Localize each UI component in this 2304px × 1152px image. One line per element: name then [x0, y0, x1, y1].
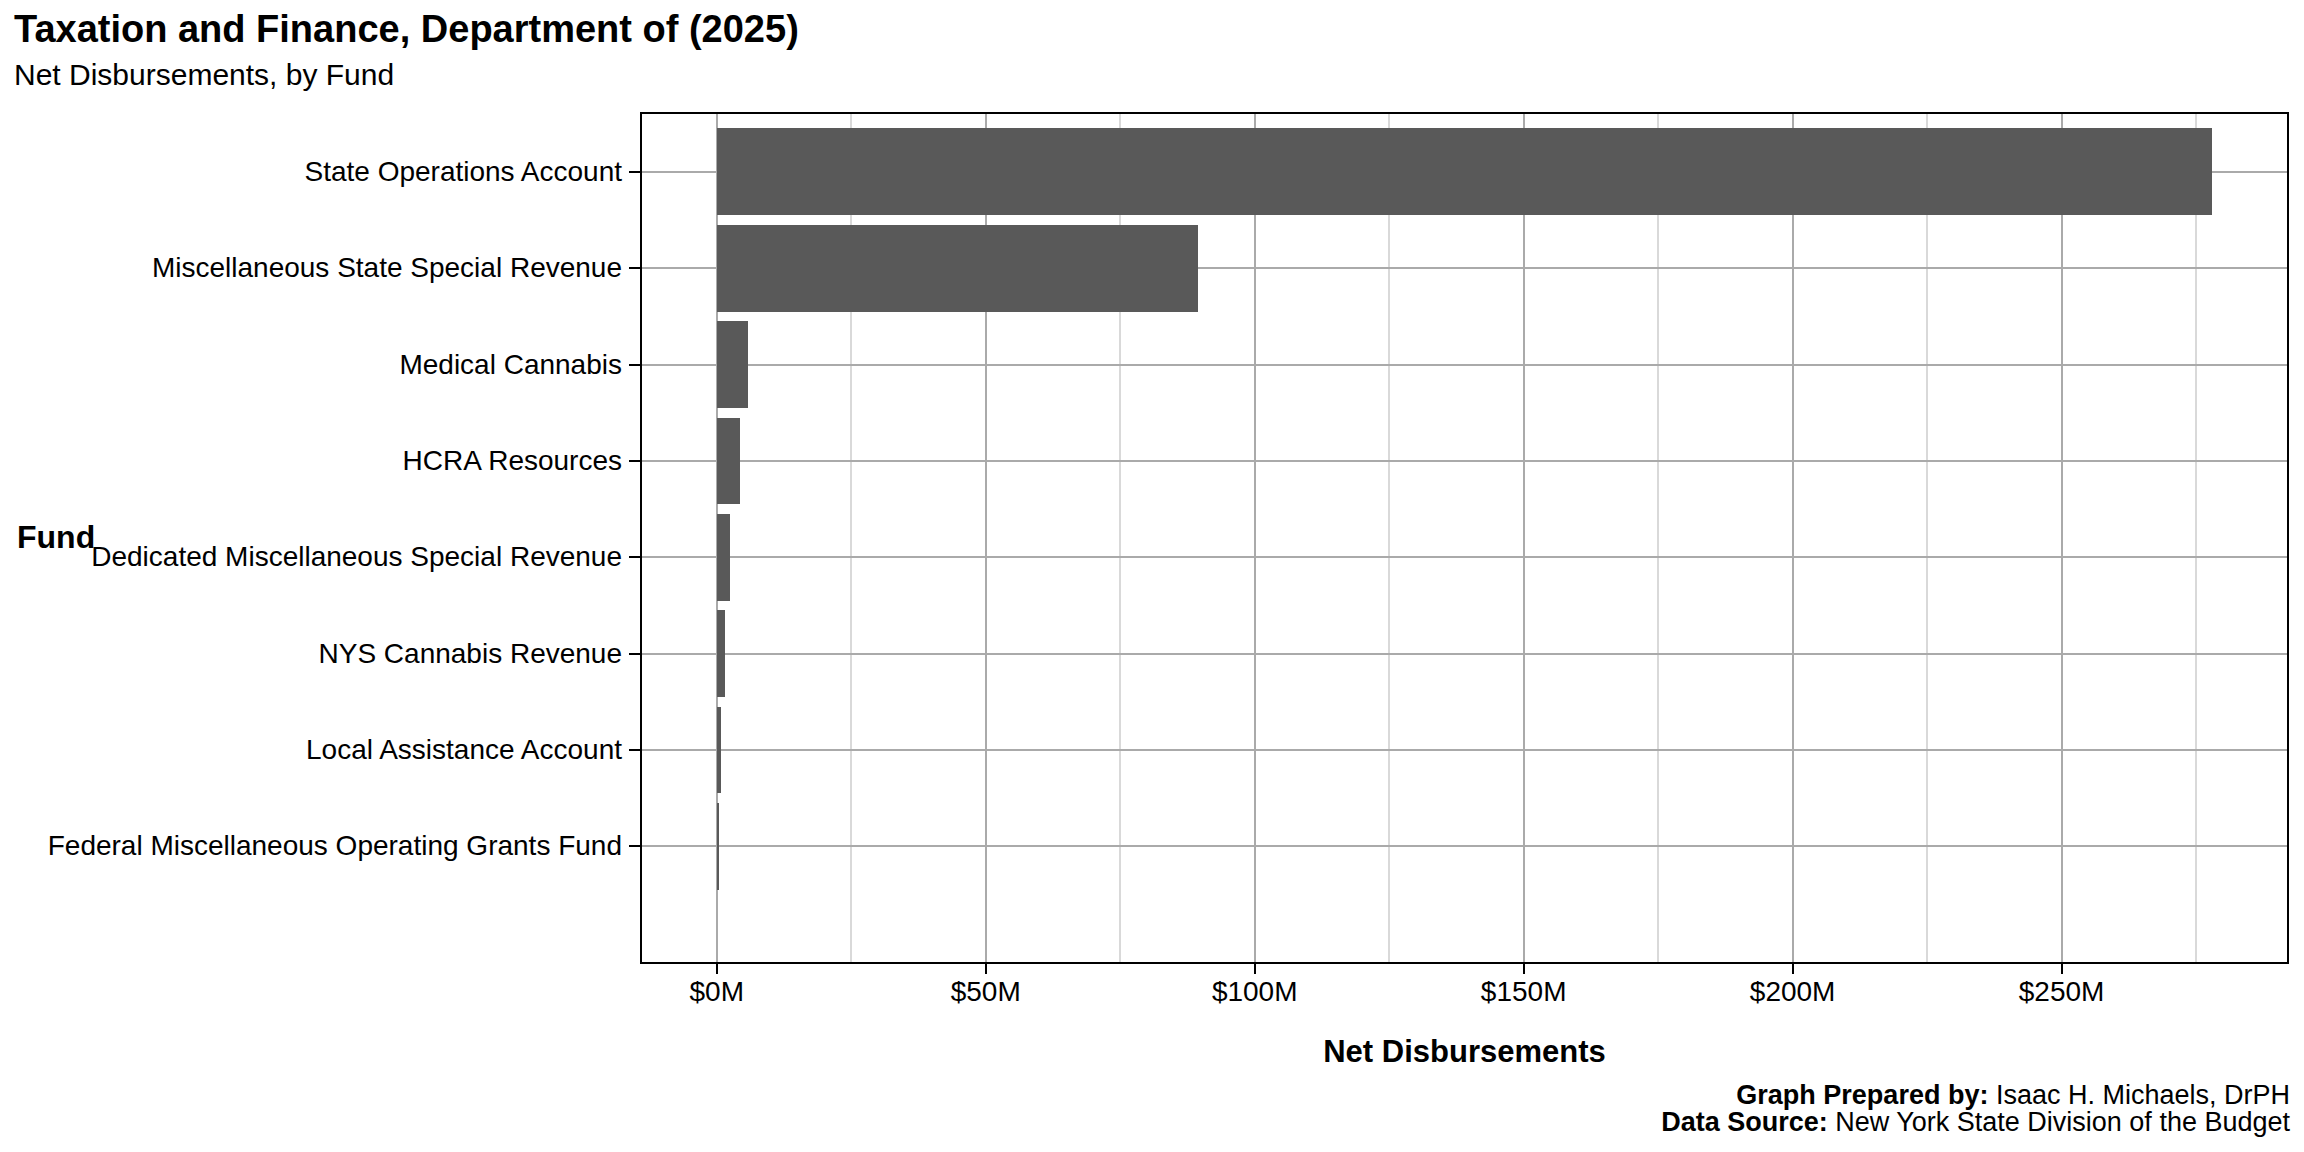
bar [717, 514, 730, 601]
x-axis-tick-label: $0M [637, 976, 797, 1008]
y-axis-label: Federal Miscellaneous Operating Grants F… [48, 829, 622, 863]
y-axis-label: Miscellaneous State Special Revenue [152, 251, 622, 285]
y-axis-tick [629, 845, 642, 847]
gridline-horizontal-major [642, 556, 2287, 558]
footer-data-source: Data Source: New York State Division of … [1661, 1109, 2290, 1136]
x-axis-tick-label: $100M [1175, 976, 1335, 1008]
bar [717, 225, 1198, 312]
bar [717, 707, 721, 794]
gridline-vertical-minor [1926, 114, 1928, 962]
gridline-horizontal-major [642, 845, 2287, 847]
bar [717, 803, 719, 890]
footer-data-source-value: New York State Division of the Budget [1835, 1107, 2290, 1137]
y-axis-tick [629, 556, 642, 558]
chart-title: Taxation and Finance, Department of (202… [14, 8, 799, 51]
chart-footer: Graph Prepared by: Isaac H. Michaels, Dr… [1661, 1082, 2290, 1136]
x-axis-tick [985, 962, 987, 974]
footer-data-source-label: Data Source: [1661, 1107, 1828, 1137]
y-axis-label: Dedicated Miscellaneous Special Revenue [91, 540, 622, 574]
x-axis-tick-label: $50M [906, 976, 1066, 1008]
plot-panel [640, 112, 2289, 964]
gridline-vertical-minor [1657, 114, 1659, 962]
x-axis-title: Net Disbursements [642, 1034, 2287, 1070]
chart-subtitle: Net Disbursements, by Fund [14, 58, 394, 92]
bar [717, 610, 725, 697]
x-axis-tick [1792, 962, 1794, 974]
y-axis-label: Local Assistance Account [306, 733, 622, 767]
y-axis-tick [629, 749, 642, 751]
footer-prepared-by: Graph Prepared by: Isaac H. Michaels, Dr… [1661, 1082, 2290, 1109]
footer-prepared-by-value: Isaac H. Michaels, DrPH [1996, 1080, 2290, 1110]
footer-prepared-by-label: Graph Prepared by: [1736, 1080, 1988, 1110]
gridline-vertical-major [1523, 114, 1525, 962]
y-axis-tick [629, 364, 642, 366]
y-axis-tick [629, 171, 642, 173]
bar [717, 418, 740, 505]
y-axis-title: Fund [17, 519, 95, 556]
y-axis-label: HCRA Resources [403, 444, 622, 478]
y-axis-tick [629, 267, 642, 269]
y-axis-label: State Operations Account [304, 155, 622, 189]
gridline-horizontal-major [642, 460, 2287, 462]
x-axis-tick-label: $250M [1982, 976, 2142, 1008]
x-axis-tick [1523, 962, 1525, 974]
gridline-vertical-minor [1388, 114, 1390, 962]
gridline-vertical-major [2061, 114, 2063, 962]
y-axis-tick [629, 460, 642, 462]
bar [717, 321, 748, 408]
gridline-vertical-minor [2195, 114, 2197, 962]
gridline-horizontal-major [642, 653, 2287, 655]
gridline-vertical-major [1792, 114, 1794, 962]
gridline-vertical-major [1254, 114, 1256, 962]
chart-root: Taxation and Finance, Department of (202… [0, 0, 2304, 1152]
x-axis-tick [716, 962, 718, 974]
x-axis-tick-label: $150M [1444, 976, 1604, 1008]
bar [717, 128, 2212, 215]
y-axis-tick [629, 653, 642, 655]
x-axis-tick-label: $200M [1713, 976, 1873, 1008]
gridline-horizontal-major [642, 749, 2287, 751]
x-axis-tick [1254, 962, 1256, 974]
x-axis-tick [2061, 962, 2063, 974]
y-axis-label: Medical Cannabis [399, 348, 622, 382]
y-axis-label: NYS Cannabis Revenue [318, 637, 622, 671]
gridline-horizontal-major [642, 364, 2287, 366]
